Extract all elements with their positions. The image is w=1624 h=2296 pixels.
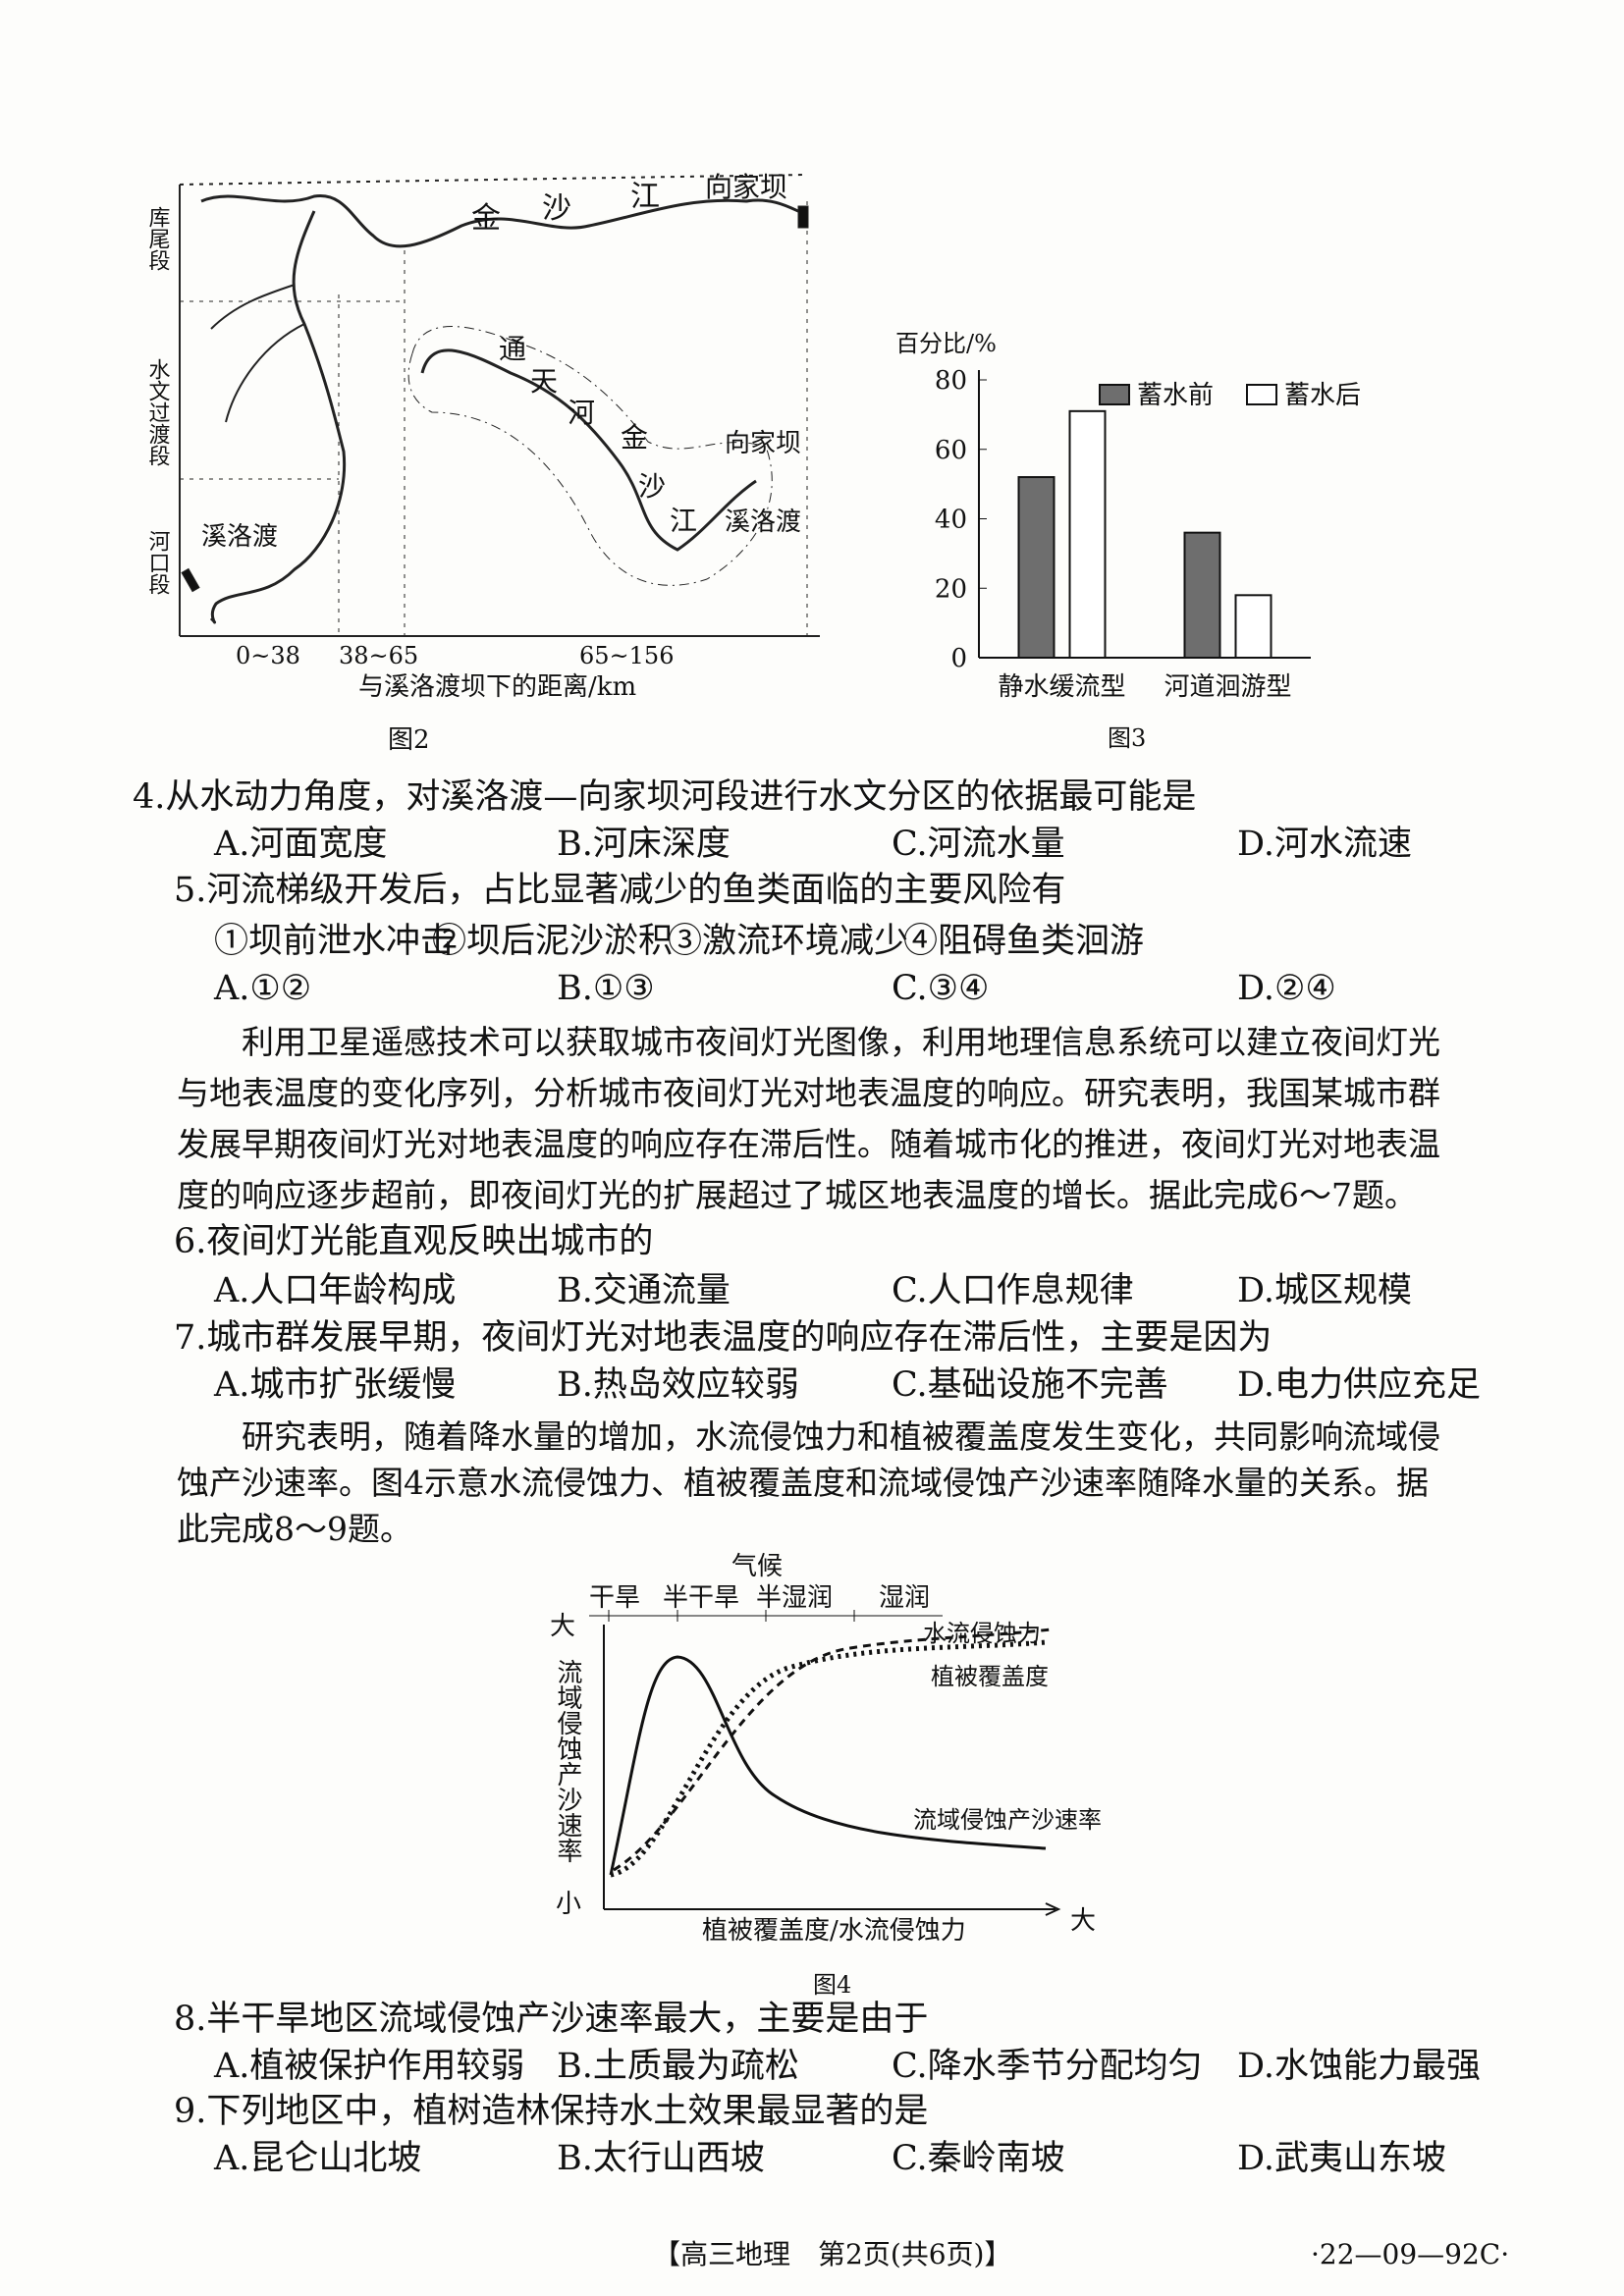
y-axis-label: 百分比/% — [895, 330, 997, 357]
option: A.①② — [214, 969, 312, 1008]
question-stem: 5.河流梯级开发后，占比显著减少的鱼类面临的主要风险有 — [174, 871, 1066, 910]
option: D.武夷山东坡 — [1237, 2139, 1446, 2178]
option: A.昆仑山北坡 — [214, 2139, 422, 2178]
footer: 【高三地理 第2页(共6页)】 — [653, 2238, 1012, 2270]
dam-label: 向家坝 — [705, 171, 787, 203]
option: B.热岛效应较弱 — [557, 1365, 799, 1405]
passage: 利用卫星遥感技术可以获取城市夜间灯光图像，利用地理信息系统可以建立夜间灯光与地表… — [177, 1023, 1440, 1214]
option: A.人口年龄构成 — [214, 1271, 457, 1310]
option: D.水蚀能力最强 — [1237, 2047, 1481, 2086]
inset-label: 天 — [530, 365, 558, 398]
x-tick-label: 65~156 — [579, 642, 674, 669]
option: D.②④ — [1237, 969, 1336, 1008]
curve-label: 水流侵蚀力 — [923, 1620, 1041, 1647]
option: C.河流水量 — [892, 825, 1065, 864]
x-axis-label: 植被覆盖度/水流侵蚀力 — [702, 1916, 966, 1946]
option: D.电力供应充足 — [1237, 1365, 1481, 1405]
bar — [1017, 476, 1056, 659]
option: B.土质最为疏松 — [557, 2047, 799, 2086]
option: B.河床深度 — [557, 825, 731, 864]
climate-label: 干旱 — [589, 1583, 640, 1613]
y-tick-label: 20 — [935, 574, 967, 604]
y-tick-label: 80 — [935, 366, 967, 396]
y-tick-label: 60 — [935, 436, 967, 465]
y-tick-label: 0 — [950, 644, 967, 673]
legend-swatch — [1099, 384, 1130, 405]
inset-label: 金 — [621, 421, 648, 454]
inset-label: 通 — [499, 333, 526, 365]
option: B.交通流量 — [557, 1271, 731, 1310]
footer: ·22—09—92C· — [1311, 2238, 1510, 2270]
river-label: 沙 — [542, 191, 571, 226]
option: C.基础设施不完善 — [892, 1365, 1168, 1405]
item: ①坝前泄水冲击 — [214, 922, 456, 961]
inset-label: 河 — [568, 397, 595, 429]
option: C.人口作息规律 — [892, 1271, 1134, 1310]
bar — [1183, 531, 1221, 660]
river-label: 江 — [630, 180, 660, 214]
curve-chart — [589, 1610, 1061, 1916]
option: A.植被保护作用较弱 — [214, 2047, 525, 2086]
option: D.城区规模 — [1237, 1271, 1412, 1310]
x-tick-label: 38~65 — [339, 642, 418, 669]
option: D.河水流速 — [1237, 825, 1412, 864]
climate-label: 半干旱 — [663, 1583, 739, 1613]
caption: 图4 — [813, 1971, 851, 1999]
section-label: 水文过渡段 — [145, 358, 171, 466]
option: A.城市扩张缓慢 — [214, 1365, 457, 1405]
passage: 研究表明，随着降水量的增加，水流侵蚀力和植被覆盖度发生变化，共同影响流域侵蚀产沙… — [177, 1417, 1440, 1548]
bar — [1234, 594, 1272, 660]
y-axis-label: 流域侵蚀产沙速率 — [553, 1659, 582, 1863]
y-high: 大 — [550, 1612, 575, 1641]
x-tick-label: 静水缓流型 — [998, 672, 1125, 702]
question-stem: 7.城市群发展早期，夜间灯光对地表温度的响应存在滞后性，主要是因为 — [174, 1318, 1272, 1358]
bar — [1068, 409, 1107, 659]
caption: 图2 — [388, 725, 430, 755]
legend-label: 蓄水前 — [1137, 381, 1214, 410]
x-tick-label: 河道洄游型 — [1164, 672, 1291, 702]
item: ③激流环境减少 — [668, 922, 909, 961]
option: C.③④ — [892, 969, 990, 1008]
item: ④阻碍鱼类洄游 — [903, 922, 1145, 961]
y-tick-label: 40 — [935, 506, 967, 535]
item: ②坝后泥沙淤积 — [432, 922, 674, 961]
option: C.降水季节分配均匀 — [892, 2047, 1203, 2086]
inset-label: 沙 — [638, 470, 666, 503]
option: A.河面宽度 — [214, 825, 388, 864]
question-stem: 9.下列地区中，植树造林保持水土效果最显著的是 — [174, 2092, 929, 2131]
curve-label: 流域侵蚀产沙速率 — [913, 1806, 1102, 1834]
dam-label: 溪洛渡 — [201, 522, 278, 552]
curve-label: 植被覆盖度 — [931, 1663, 1049, 1690]
x-axis-label: 与溪洛渡坝下的距离/km — [358, 672, 636, 702]
dam-label: 向家坝 — [725, 429, 801, 458]
dam-label: 溪洛渡 — [725, 507, 801, 537]
river-label: 金 — [471, 201, 501, 236]
title: 气候 — [731, 1552, 783, 1581]
x-tick-label: 0~38 — [236, 642, 300, 669]
question-stem: 4.从水动力角度，对溪洛渡—向家坝河段进行水文分区的依据最可能是 — [133, 777, 1197, 817]
question-stem: 8.半干旱地区流域侵蚀产沙速率最大，主要是由于 — [174, 2000, 929, 2039]
question-stem: 6.夜间灯光能直观反映出城市的 — [174, 1222, 654, 1261]
x-high: 大 — [1070, 1906, 1096, 1936]
option: B.太行山西坡 — [557, 2139, 765, 2178]
y-low: 小 — [556, 1890, 581, 1919]
section-label: 河口段 — [145, 530, 171, 595]
climate-label: 湿润 — [879, 1583, 930, 1613]
map — [179, 174, 820, 637]
legend-label: 蓄水后 — [1284, 381, 1361, 410]
option: C.秦岭南坡 — [892, 2139, 1065, 2178]
legend-swatch — [1246, 384, 1277, 405]
inset-label: 江 — [670, 505, 697, 537]
option: B.①③ — [557, 969, 655, 1008]
climate-label: 半湿润 — [756, 1583, 833, 1613]
caption: 图3 — [1108, 724, 1146, 752]
section-label: 库尾段 — [145, 206, 171, 271]
